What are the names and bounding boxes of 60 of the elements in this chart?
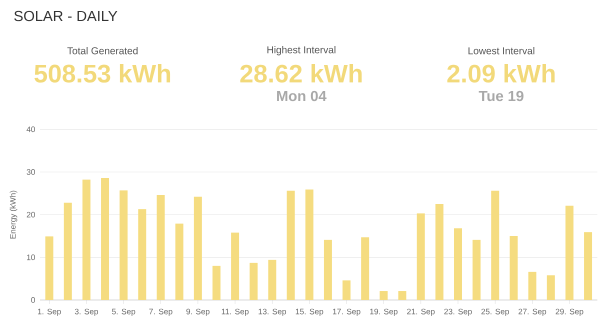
bar (212, 266, 220, 300)
text: 508.53 kWh (34, 64, 170, 83)
bar (380, 291, 388, 300)
bar (324, 240, 332, 300)
x-tick-label: 29. Sep (556, 308, 584, 316)
bar (491, 190, 500, 300)
text: 2.09 kWh (447, 64, 555, 83)
bar (342, 280, 351, 300)
x-tick-label: 5. Sep (112, 308, 136, 316)
text: Total Generated (67, 46, 138, 54)
bar (305, 189, 314, 300)
x-tick-label: 21. Sep (407, 308, 435, 316)
bar (398, 291, 406, 300)
bar (510, 236, 518, 300)
bar (584, 232, 592, 300)
bar (361, 237, 370, 300)
y-axis-title: Energy (kWh) (10, 190, 18, 238)
bar (194, 196, 202, 300)
bar (268, 260, 276, 300)
bar (101, 178, 110, 300)
x-tick-label: 7. Sep (149, 308, 172, 316)
text: Highest Interval (267, 46, 336, 56)
y-tick-label: 30 (26, 169, 35, 175)
x-tick-label: 27. Sep (518, 308, 546, 316)
bar (528, 272, 536, 300)
x-tick-label: 19. Sep (370, 308, 398, 316)
x-tick-label: 3. Sep (74, 308, 98, 316)
bar (175, 224, 184, 300)
text: Mon 04 (277, 90, 327, 102)
x-tick-label: 15. Sep (296, 308, 324, 316)
text: Tue 19 (478, 90, 524, 102)
x-tick-label: 9. Sep (186, 308, 210, 316)
x-tick-label: 11. Sep (222, 308, 249, 316)
bar (286, 190, 295, 300)
x-tick-label: 1. Sep (38, 308, 61, 316)
bar (454, 228, 462, 300)
bar (64, 202, 72, 300)
text: 28.62 kWh (240, 64, 362, 83)
x-tick-label: 23. Sep (444, 308, 472, 316)
bar (250, 262, 258, 300)
text: Lowest Interval (468, 46, 534, 54)
bar (565, 206, 574, 300)
bar (45, 236, 54, 300)
x-tick-label: 17. Sep (332, 308, 360, 316)
bar (472, 240, 481, 300)
bar (546, 275, 555, 300)
bar (416, 213, 425, 300)
x-tick-label: 25. Sep (481, 308, 509, 316)
y-tick-label: 10 (27, 254, 35, 260)
bar (138, 209, 146, 300)
bar (156, 195, 165, 300)
y-tick-label: 20 (26, 212, 35, 218)
chart-title: SOLAR - DAILY (14, 10, 118, 22)
bar (231, 232, 240, 300)
x-tick-label: 13. Sep (258, 308, 286, 316)
y-tick-label: 40 (26, 126, 35, 132)
bar (120, 190, 128, 300)
y-tick-label: 0 (31, 297, 35, 303)
bar (435, 204, 444, 300)
bar (82, 180, 90, 300)
